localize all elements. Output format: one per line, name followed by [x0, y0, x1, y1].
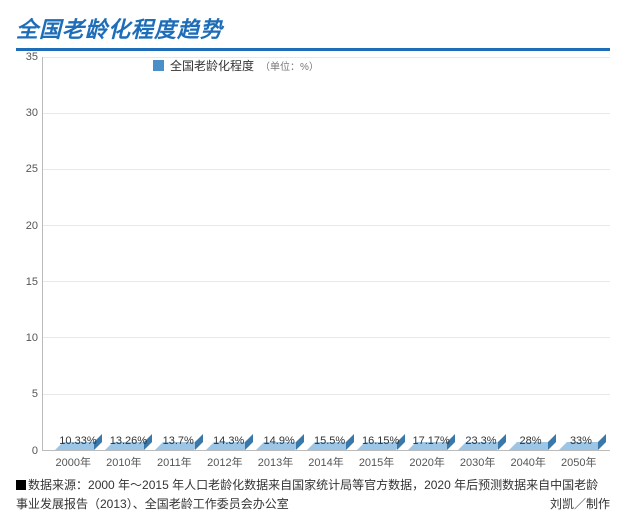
x-axis: 2000年2010年2011年2012年2013年2014年2015年2020年… — [16, 451, 610, 470]
x-tick-label: 2013年 — [250, 451, 301, 470]
chart-area: 05101520253035 全国老龄化程度 （单位：%） 10.33%13.2… — [16, 57, 610, 451]
plot-area: 全国老龄化程度 （单位：%） 10.33%13.26%13.7%14.3%14.… — [42, 57, 610, 451]
bar-value-label: 10.33% — [59, 435, 96, 447]
bar-value-label: 14.9% — [264, 435, 295, 447]
grid-line — [43, 57, 610, 58]
bars-container: 10.33% 13.26% 13.7% 14.3% 14.9% 15.5% 16.15% 17… — [43, 57, 610, 450]
footnote-credit: 刘凯／制作 — [550, 495, 610, 514]
y-tick: 10 — [26, 332, 38, 344]
footnote-prefix: 数据来源： — [28, 478, 88, 492]
y-axis: 05101520253035 — [16, 57, 42, 451]
bar-value-label: 13.26% — [110, 435, 147, 447]
chart-title: 全国老龄化程度趋势 — [16, 12, 610, 51]
grid-line — [43, 394, 610, 395]
y-tick: 20 — [26, 220, 38, 232]
x-tick-label: 2040年 — [503, 451, 554, 470]
grid-line — [43, 337, 610, 338]
y-tick: 15 — [26, 276, 38, 288]
bar-value-label: 13.7% — [163, 435, 194, 447]
grid-line — [43, 281, 610, 282]
x-tick-label: 2010年 — [99, 451, 150, 470]
bar-value-label: 16.15% — [362, 435, 399, 447]
grid-line — [43, 225, 610, 226]
x-tick-label: 2030年 — [452, 451, 503, 470]
x-tick-label: 2020年 — [402, 451, 453, 470]
bar-value-label: 33% — [570, 435, 592, 447]
x-tick-label: 2012年 — [200, 451, 251, 470]
bar-value-label: 14.3% — [213, 435, 244, 447]
x-tick-label: 2014年 — [301, 451, 352, 470]
grid-line — [43, 113, 610, 114]
bar-value-label: 15.5% — [314, 435, 345, 447]
grid-line — [43, 169, 610, 170]
bar-value-label: 28% — [519, 435, 541, 447]
y-tick: 30 — [26, 107, 38, 119]
y-tick: 35 — [26, 51, 38, 63]
x-tick-label: 2015年 — [351, 451, 402, 470]
footnote-text: 2000 年～2015 年人口老龄化数据来自国家统计局等官方数据，2020 年后… — [16, 478, 598, 511]
bar-value-label: 17.17% — [412, 435, 449, 447]
y-tick: 5 — [32, 388, 38, 400]
footnote-marker — [16, 480, 26, 490]
x-tick-label: 2000年 — [48, 451, 99, 470]
x-tick-label: 2050年 — [553, 451, 604, 470]
footnote: 数据来源：2000 年～2015 年人口老龄化数据来自国家统计局等官方数据，20… — [16, 476, 610, 514]
bar-value-label: 23.3% — [465, 435, 496, 447]
y-tick: 25 — [26, 163, 38, 175]
x-tick-label: 2011年 — [149, 451, 200, 470]
y-tick: 0 — [32, 445, 38, 457]
